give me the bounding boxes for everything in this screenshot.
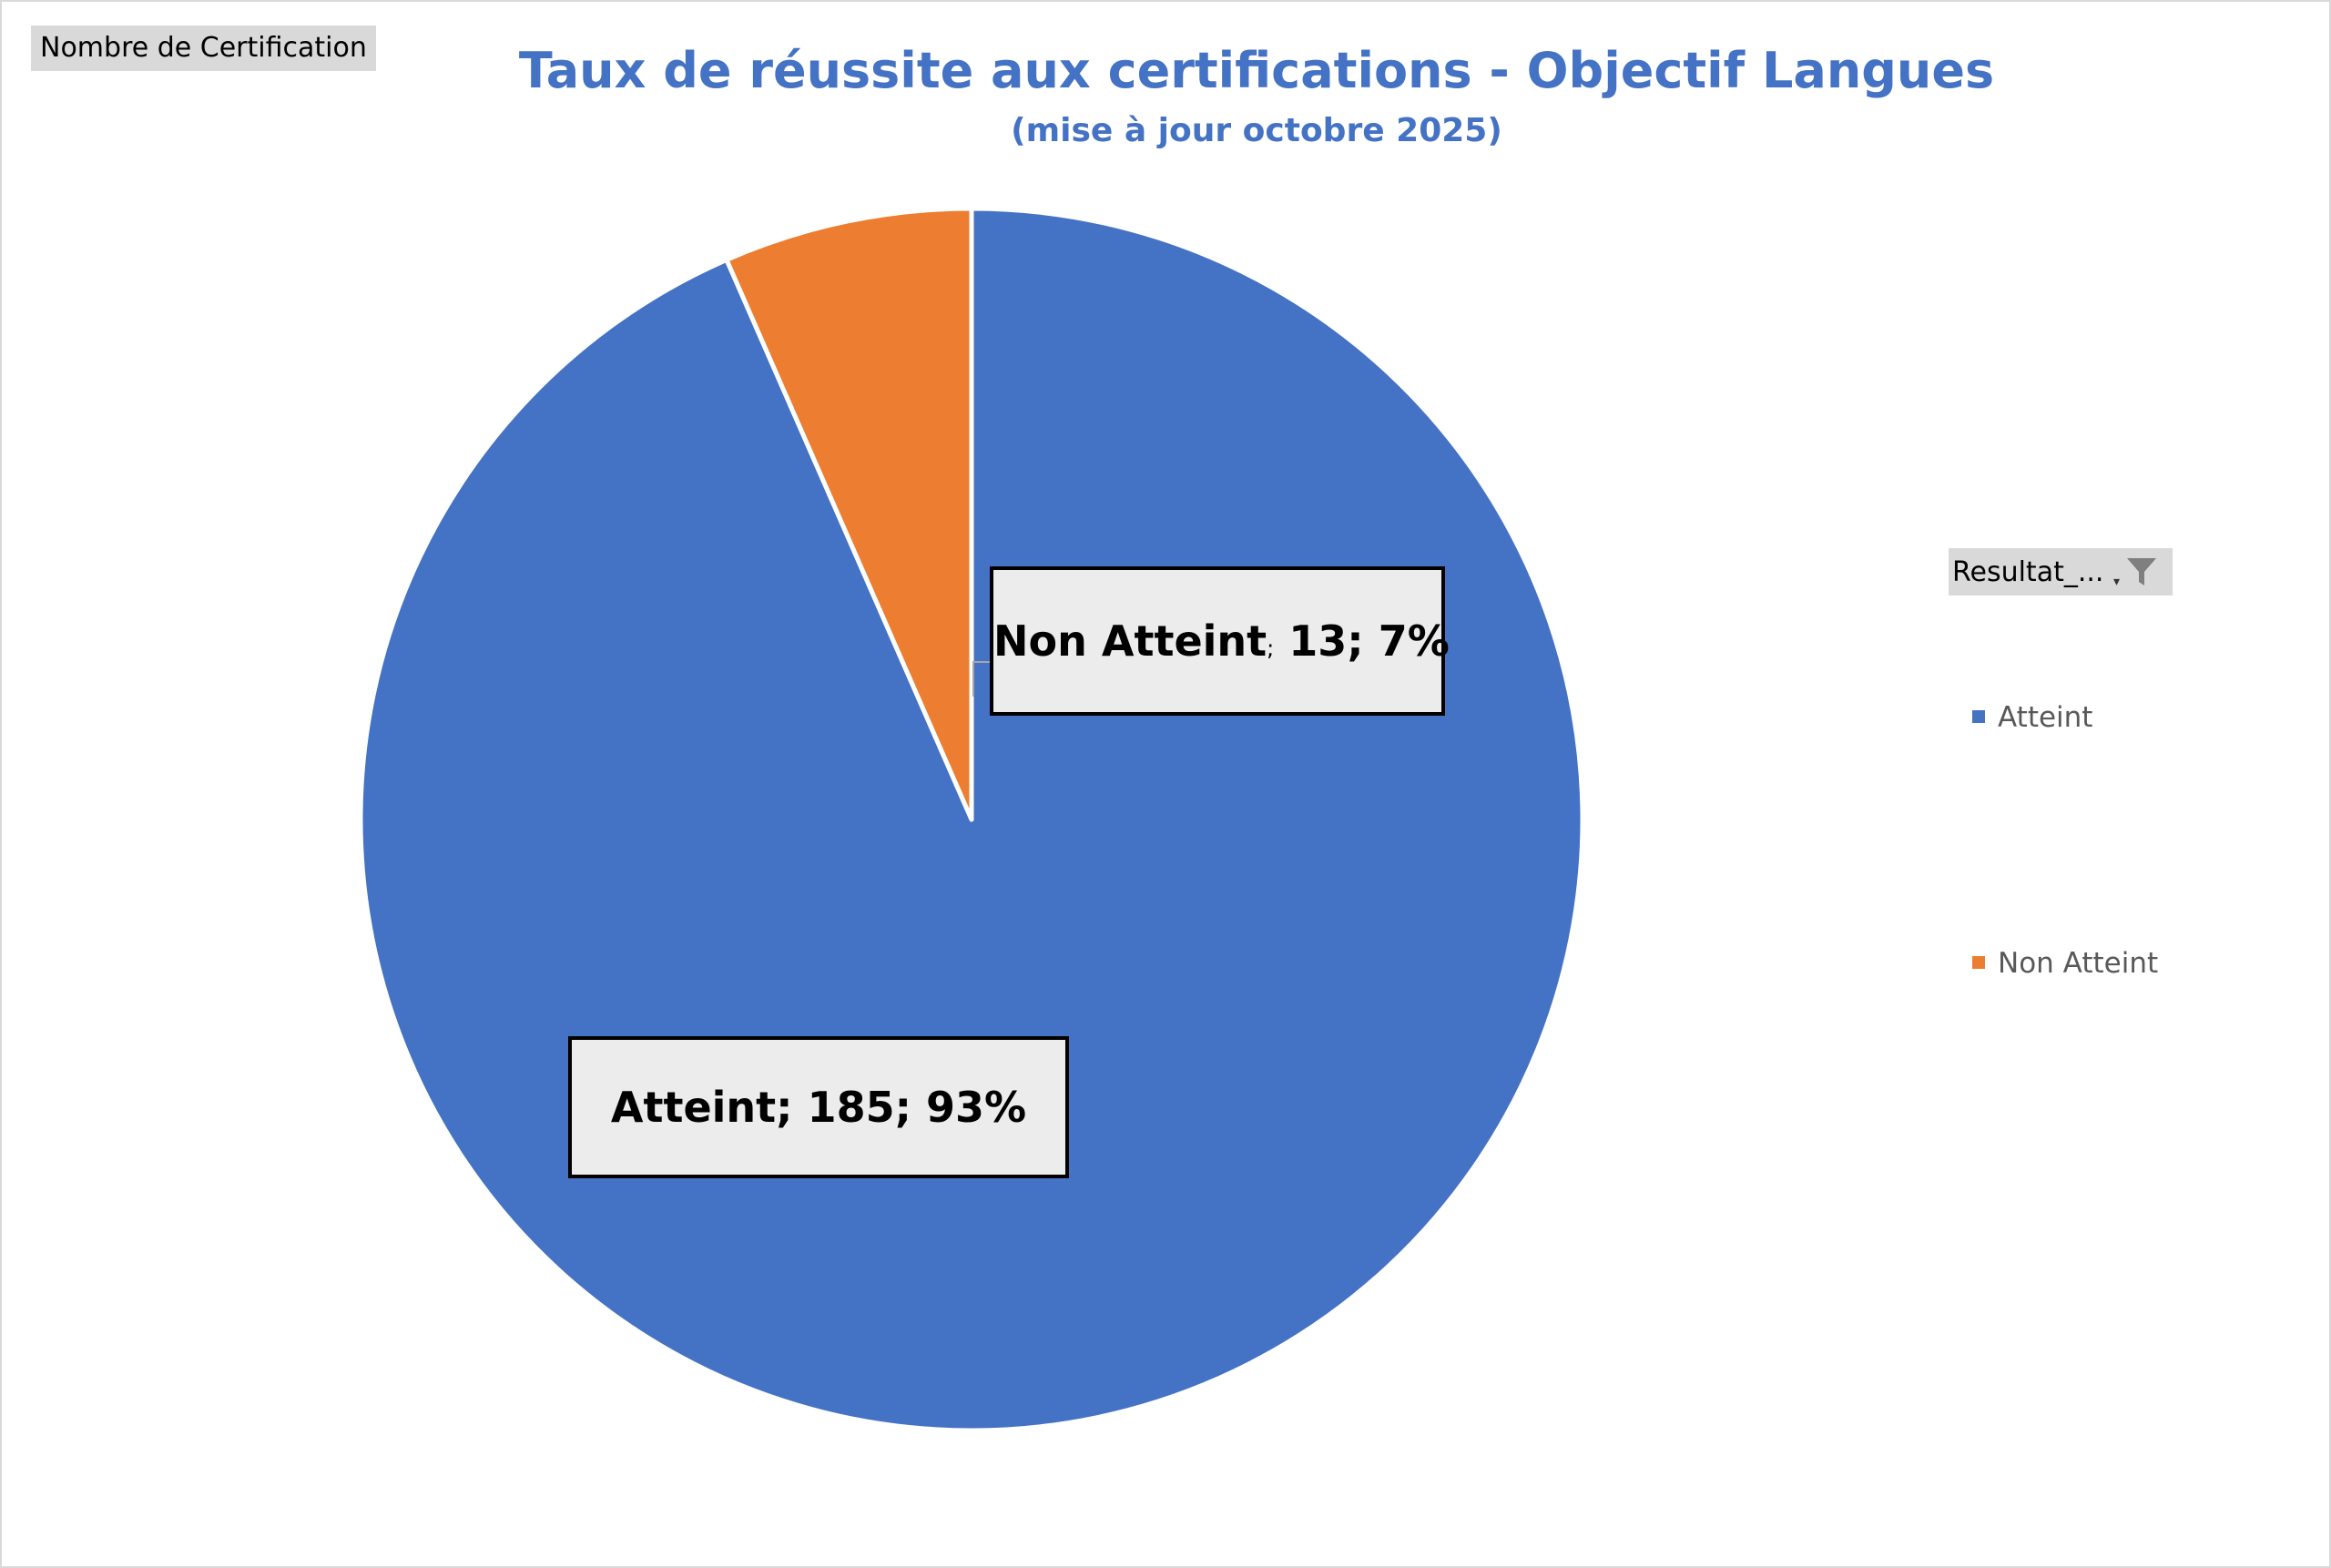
data-label-value: 185 <box>807 1083 895 1132</box>
chart-subtitle: (mise à jour octobre 2025) <box>1011 112 1502 149</box>
legend-label: Atteint <box>1998 701 2093 734</box>
legend-swatch-atteint <box>1972 709 1985 723</box>
values-field-label: Nombre de Certification <box>40 32 367 64</box>
data-label-value: 13 <box>1288 616 1348 666</box>
filter-icon <box>2127 558 2156 585</box>
chart-title: Taux de réussite aux certifications - Ob… <box>518 42 1995 99</box>
dropdown-arrow-icon: ▾ <box>2112 575 2120 589</box>
data-label-percent: 93% <box>926 1083 1027 1132</box>
legend-item-non-atteint[interactable]: Non Atteint <box>1972 945 2158 982</box>
legend-item-atteint[interactable]: Atteint <box>1972 699 2092 736</box>
filter-field-label: Resultat_... <box>1952 556 2104 588</box>
leader-line <box>972 661 990 697</box>
filter-field-button[interactable]: Resultat_... ▾ <box>1949 548 2173 596</box>
data-label-non-atteint[interactable]: Non Atteint; 13; 7% <box>990 566 1450 716</box>
data-label-percent: 7% <box>1378 616 1450 666</box>
data-label-category: Non Atteint <box>993 616 1267 666</box>
values-field-button[interactable]: Nombre de Certification <box>31 25 376 71</box>
legend-swatch-non-atteint <box>1972 955 1985 969</box>
data-label-atteint[interactable]: Atteint; 185; 93% <box>568 1036 1069 1178</box>
legend-label: Non Atteint <box>1998 947 2159 980</box>
data-label-category: Atteint <box>610 1083 777 1132</box>
pie-slice-non-atteint[interactable] <box>724 206 974 822</box>
